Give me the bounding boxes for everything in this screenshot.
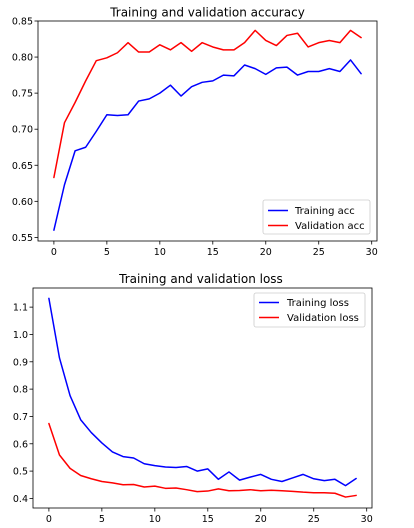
loss-chart-title: Training and validation loss	[118, 272, 283, 286]
loss-xtick-label: 25	[308, 514, 320, 525]
loss-ytick-label: 0.4	[13, 494, 28, 505]
accuracy-xtick-label: 25	[313, 247, 325, 258]
loss-xtick-label: 10	[149, 514, 161, 525]
accuracy-series-lines	[53, 29, 362, 231]
loss-ytick-label: 0.6	[13, 439, 28, 450]
loss-ytick-label: 1.1	[13, 303, 28, 314]
loss-ytick-label: 0.7	[13, 412, 28, 423]
accuracy-y-axis: 0.55 0.60 0.65 0.70 0.75 0.80 0.85	[12, 17, 38, 244]
loss-xtick-label: 0	[46, 514, 52, 525]
accuracy-ytick-label: 0.75	[12, 89, 33, 100]
loss-xtick-label: 15	[202, 514, 214, 525]
accuracy-legend-label-training: Training acc	[294, 206, 355, 217]
loss-legend-box	[253, 292, 366, 328]
accuracy-ytick-label: 0.70	[12, 125, 33, 136]
accuracy-ytick-label: 0.65	[12, 161, 33, 172]
loss-ytick-label: 0.9	[13, 357, 28, 368]
loss-legend-label-training: Training loss	[286, 298, 349, 309]
accuracy-ytick-label: 0.85	[12, 17, 33, 28]
accuracy-legend-box	[262, 199, 371, 235]
loss-legend: Training loss Validation loss	[253, 292, 366, 328]
loss-x-axis: 0 5 10 15 20 25 30	[46, 508, 373, 525]
loss-ytick-label: 1.0	[13, 330, 28, 341]
loss-xtick-label: 20	[255, 514, 267, 525]
loss-xtick-label: 30	[361, 514, 373, 525]
loss-chart: Training and validation loss 0.40.50.60.…	[13, 272, 373, 525]
accuracy-xtick-label: 5	[104, 247, 110, 258]
accuracy-xtick-label: 30	[366, 247, 378, 258]
loss-xtick-label: 5	[99, 514, 105, 525]
accuracy-chart-title: Training and validation accuracy	[109, 6, 305, 20]
accuracy-series-line-validation	[53, 29, 362, 179]
accuracy-series-line-training	[53, 59, 362, 231]
accuracy-ytick-label: 0.55	[12, 233, 33, 244]
accuracy-x-axis: 0 5 10 15 20 25 30	[51, 241, 378, 258]
loss-ytick-label: 0.8	[13, 385, 28, 396]
accuracy-legend: Training acc Validation acc	[262, 199, 371, 235]
loss-plot-frame	[32, 287, 373, 509]
accuracy-chart: Training and validation accuracy 0.55 0.6…	[12, 6, 378, 259]
loss-series-line-validation	[48, 422, 357, 498]
accuracy-xtick-label: 20	[260, 247, 272, 258]
loss-ytick-label: 0.5	[13, 467, 28, 478]
accuracy-ytick-label: 0.60	[12, 197, 33, 208]
accuracy-xtick-label: 15	[207, 247, 219, 258]
loss-legend-label-validation: Validation loss	[287, 313, 359, 324]
loss-series-lines	[48, 297, 357, 498]
loss-y-axis: 0.4 0.5 0.6 0.7 0.8 0.9 1.0 1.1	[13, 303, 33, 505]
accuracy-legend-label-validation: Validation acc	[295, 221, 365, 232]
loss-series-line-training	[48, 297, 357, 487]
accuracy-plot-frame	[37, 20, 378, 242]
accuracy-ytick-label: 0.80	[12, 53, 33, 64]
accuracy-xtick-label: 10	[154, 247, 166, 258]
accuracy-xtick-label: 0	[51, 247, 57, 258]
